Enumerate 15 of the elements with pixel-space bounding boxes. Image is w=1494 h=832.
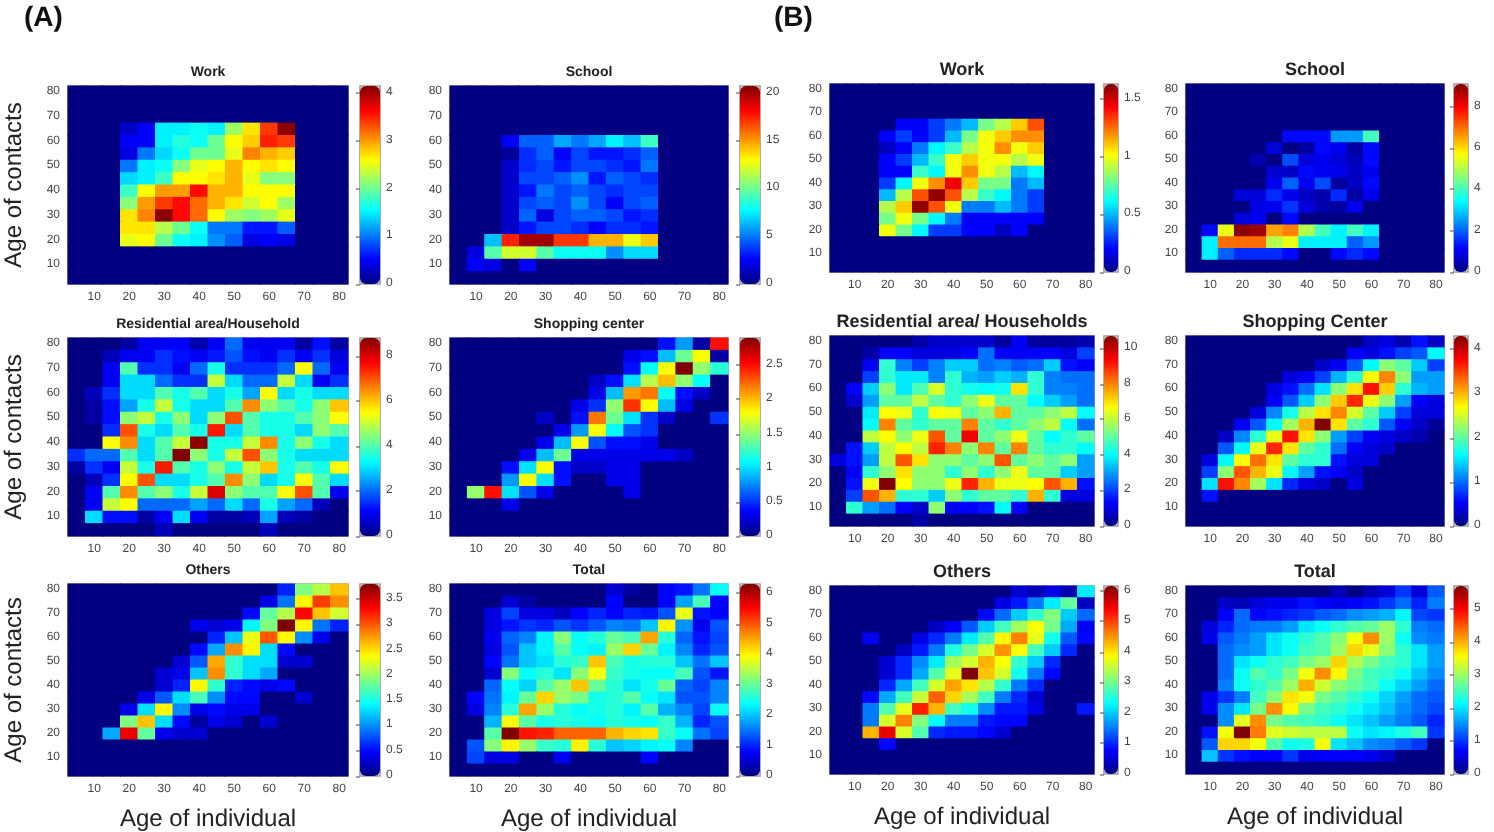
x-axis-title: Age of individual bbox=[119, 803, 297, 832]
y-axis-title: Age of contacts bbox=[0, 354, 27, 520]
chart-title: Residential area/ Households bbox=[836, 311, 1088, 331]
text: (A) bbox=[24, 0, 63, 32]
x-axis-title: Age of individual bbox=[873, 801, 1051, 830]
y-axis-title: Age of contacts bbox=[0, 597, 27, 763]
x-axis-title: Age of individual bbox=[500, 803, 678, 832]
chart-title: Total bbox=[1294, 561, 1336, 581]
chart-title: Work bbox=[939, 59, 987, 79]
y-axis-title: Age of contacts bbox=[0, 102, 27, 268]
chart-title: Shopping Center bbox=[1242, 311, 1389, 331]
chart-title: Others bbox=[932, 561, 992, 581]
chart-title: School bbox=[1284, 59, 1346, 79]
text: (B) bbox=[774, 0, 813, 32]
x-axis-title: Age of individual bbox=[1226, 801, 1404, 830]
